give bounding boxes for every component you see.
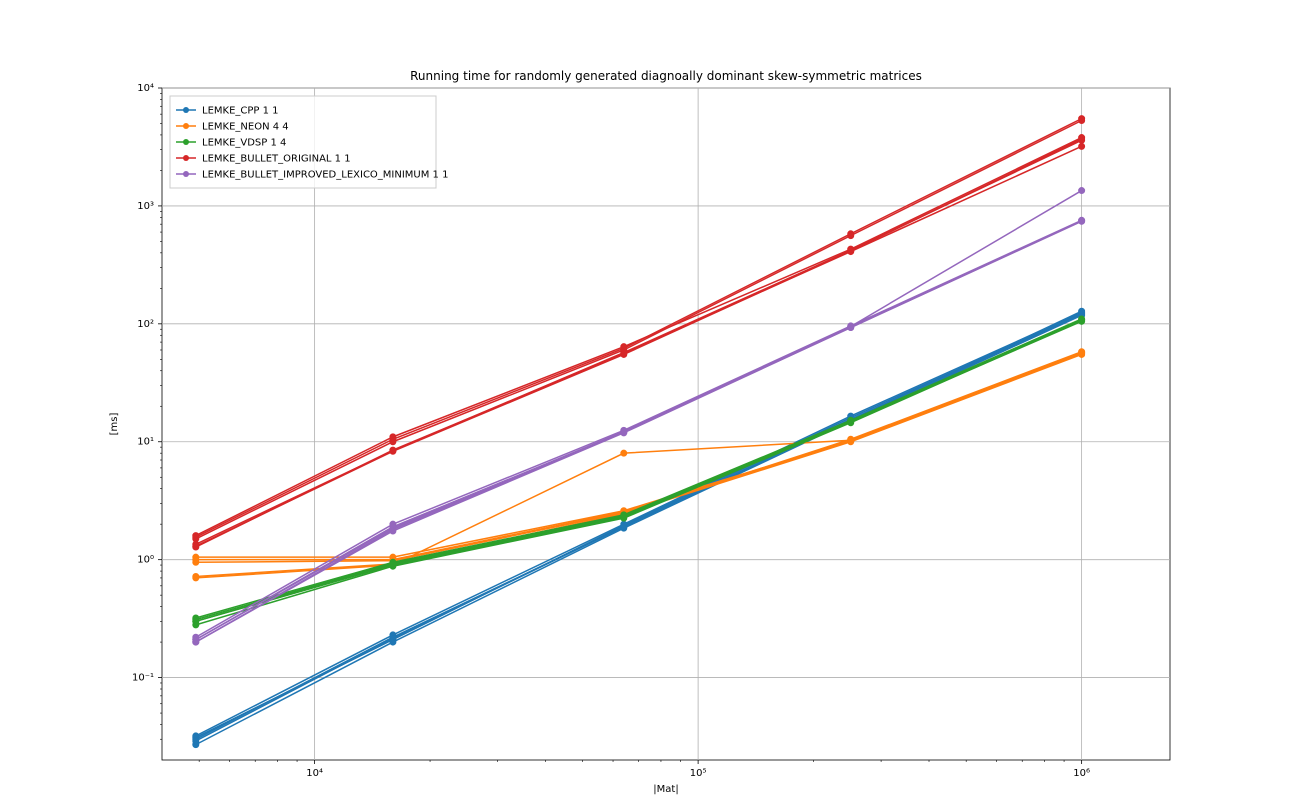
series-marker-lemke-vdsp bbox=[621, 513, 627, 519]
y-tick-label: 10⁻¹ bbox=[132, 673, 154, 684]
series-marker-lemke-bullet-original bbox=[621, 350, 627, 356]
x-ticks: 10⁴ 10⁵ 10⁶ bbox=[199, 760, 1090, 779]
x-tick-label: 10⁵ bbox=[690, 768, 707, 779]
legend-marker-lemke-cpp bbox=[183, 107, 189, 113]
y-axis-label: [ms] bbox=[109, 413, 120, 436]
series-marker-lemke-bullet-original bbox=[390, 434, 396, 440]
series-marker-lemke-bullet-improved bbox=[1079, 218, 1085, 224]
legend-label-lemke-bullet-original: LEMKE_BULLET_ORIGINAL 1 1 bbox=[202, 154, 351, 165]
series-marker-lemke-neon bbox=[1079, 350, 1085, 356]
chart-svg: 10⁴ 10⁵ 10⁶ 10⁻¹ 10⁰ 10¹ 10² 10³ 10⁴ |Mat| [ms]… bbox=[0, 0, 1300, 800]
series-marker-lemke-bullet-improved bbox=[621, 430, 627, 436]
y-tick-label: 10¹ bbox=[137, 437, 154, 448]
figure: 10⁴ 10⁵ 10⁶ 10⁻¹ 10⁰ 10¹ 10² 10³ 10⁴ |Mat| [ms]… bbox=[0, 0, 1300, 800]
series-marker-lemke-bullet-original bbox=[1079, 137, 1085, 143]
x-axis-label: |Mat| bbox=[653, 784, 678, 795]
legend-marker-lemke-bullet-improved bbox=[183, 171, 189, 177]
series-marker-lemke-bullet-original bbox=[1079, 143, 1085, 149]
x-tick-label: 10⁶ bbox=[1073, 768, 1090, 779]
y-tick-label: 10³ bbox=[137, 201, 154, 212]
series-marker-lemke-vdsp bbox=[848, 418, 854, 424]
series-marker-lemke-bullet-improved bbox=[1079, 188, 1085, 194]
series-marker-lemke-vdsp bbox=[193, 618, 199, 624]
series-marker-lemke-cpp bbox=[1079, 308, 1085, 314]
y-tick-label: 10² bbox=[137, 319, 154, 330]
legend-label-lemke-neon: LEMKE_NEON 4 4 bbox=[202, 122, 289, 133]
legend-marker-lemke-bullet-original bbox=[183, 155, 189, 161]
legend-label-lemke-bullet-improved: LEMKE_BULLET_IMPROVED_LEXICO_MINIMUM 1 1 bbox=[202, 170, 448, 181]
series-marker-lemke-bullet-original bbox=[193, 541, 199, 547]
series-marker-lemke-bullet-original bbox=[848, 247, 854, 253]
legend-marker-lemke-vdsp bbox=[183, 139, 189, 145]
series-marker-lemke-bullet-original bbox=[848, 233, 854, 239]
series-marker-lemke-cpp bbox=[621, 524, 627, 530]
series-marker-lemke-bullet-improved bbox=[848, 325, 854, 331]
legend-label-lemke-vdsp: LEMKE_VDSP 1 4 bbox=[202, 138, 286, 149]
series-marker-lemke-cpp bbox=[390, 635, 396, 641]
y-tick-label: 10⁰ bbox=[137, 555, 154, 566]
series-marker-lemke-bullet-improved bbox=[193, 639, 199, 645]
x-tick-label: 10⁴ bbox=[306, 768, 323, 779]
series-marker-lemke-vdsp bbox=[390, 561, 396, 567]
series-marker-lemke-bullet-improved bbox=[390, 528, 396, 534]
series-marker-lemke-bullet-original bbox=[621, 344, 627, 350]
series-marker-lemke-neon bbox=[193, 575, 199, 581]
y-tick-label: 10⁴ bbox=[137, 83, 154, 94]
chart-title: Running time for randomly generated diag… bbox=[410, 69, 922, 83]
series-marker-lemke-bullet-original bbox=[1079, 118, 1085, 124]
series-marker-lemke-bullet-original bbox=[390, 448, 396, 454]
series-marker-lemke-neon bbox=[848, 438, 854, 444]
series-marker-lemke-neon bbox=[193, 557, 199, 563]
legend-label-lemke-cpp: LEMKE_CPP 1 1 bbox=[202, 106, 279, 117]
axes-area bbox=[162, 88, 1170, 760]
legend: LEMKE_CPP 1 1 LEMKE_NEON 4 4 LEMKE_VDSP 1 … bbox=[170, 96, 448, 188]
series-marker-lemke-cpp bbox=[193, 738, 199, 744]
y-ticks: 10⁻¹ 10⁰ 10¹ 10² 10³ 10⁴ bbox=[132, 83, 162, 739]
legend-marker-lemke-neon bbox=[183, 123, 189, 129]
series-marker-lemke-bullet-original bbox=[193, 533, 199, 539]
series-marker-lemke-neon bbox=[621, 450, 627, 456]
series-marker-lemke-vdsp bbox=[1079, 316, 1085, 322]
